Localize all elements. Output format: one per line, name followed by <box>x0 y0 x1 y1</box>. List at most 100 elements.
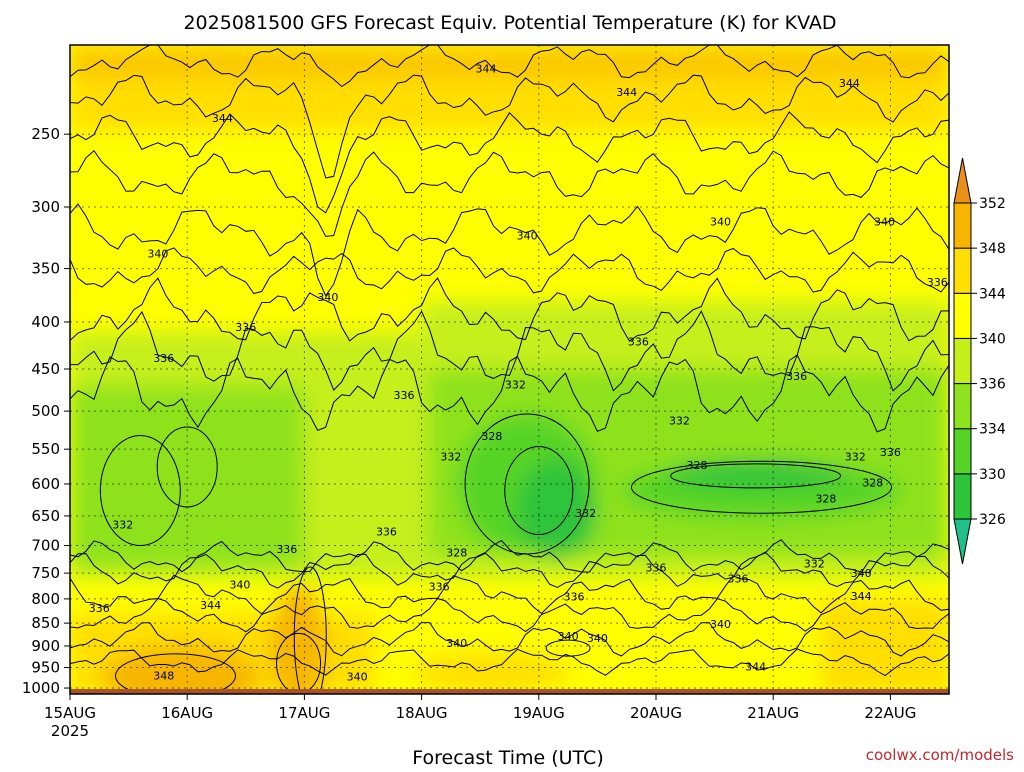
contour-line <box>70 203 949 297</box>
contour-label: 328 <box>815 492 836 505</box>
contour-label: 340 <box>446 637 467 650</box>
y-tick-label: 900 <box>31 637 60 655</box>
colorbar: 326 330 334 336 340 344 348 352 <box>953 157 1006 565</box>
contour-label: 332 <box>804 557 825 570</box>
contour-line <box>70 310 949 392</box>
contour-label: 336 <box>786 370 807 383</box>
contour-label: 332 <box>112 518 133 531</box>
contour-label: 340 <box>517 229 538 242</box>
contour-label: 340 <box>851 567 872 580</box>
contour-label: 332 <box>440 450 461 463</box>
y-tick-label: 700 <box>31 537 60 555</box>
field-region <box>820 598 949 694</box>
contour-loop <box>545 639 591 657</box>
contour-label: 336 <box>153 352 174 365</box>
colorbar-segment <box>953 247 972 294</box>
colorbar-min-arrow <box>953 518 972 565</box>
contour-label: 336 <box>235 321 256 334</box>
contour-label: 344 <box>200 599 221 612</box>
contour-label: 332 <box>845 450 866 463</box>
y-tick-label: 300 <box>31 198 60 216</box>
x-tick-label: 20AUG <box>630 704 682 722</box>
credit-text: coolwx.com/models <box>866 746 1014 764</box>
chart-title: 2025081500 GFS Forecast Equiv. Potential… <box>183 12 836 34</box>
field-region <box>665 459 846 488</box>
axes: 250 300 350 400 450 500 550 600 650 700 750 800 850 9… <box>22 44 950 740</box>
field-region <box>411 651 572 692</box>
contour-lines <box>70 45 949 694</box>
y-tick-label: 650 <box>31 507 60 525</box>
contour-label: 332 <box>669 415 690 428</box>
contour-label: 336 <box>646 562 667 575</box>
y-tick-label: 1000 <box>22 679 60 697</box>
colorbar-tick-label: 334 <box>979 422 1006 438</box>
contour-label: 336 <box>376 526 397 539</box>
contour-label: 344 <box>745 661 766 674</box>
contour-label: 336 <box>880 446 901 459</box>
y-tick-label: 400 <box>31 313 60 331</box>
contour-label: 336 <box>728 572 749 585</box>
y-tick-label: 550 <box>31 440 60 458</box>
contour-label: 332 <box>575 507 596 520</box>
contour-label: 336 <box>429 581 450 594</box>
x-tick-label: 18AUG <box>396 704 448 722</box>
colorbar-tick-label: 352 <box>979 196 1006 212</box>
contour-line <box>70 354 949 433</box>
contour-label: 336 <box>927 276 948 289</box>
contour-loop <box>114 653 236 694</box>
colorbar-segment <box>953 202 972 249</box>
x-tick-label: 19AUG <box>513 704 565 722</box>
y-tick-label: 350 <box>31 260 60 278</box>
contour-loop <box>504 446 574 536</box>
contour-line <box>70 149 949 237</box>
y-tick-label: 850 <box>31 614 60 632</box>
y-tick-label: 450 <box>31 360 60 378</box>
contour-line <box>70 247 949 295</box>
colorbar-tick-label: 330 <box>979 467 1006 483</box>
field-region <box>270 585 327 694</box>
contour-labels: 344 344 344 344 340 340 340 340 340 336 336 336 336 3… <box>89 62 948 683</box>
contour-label: 340 <box>874 215 895 228</box>
field-region <box>70 45 949 80</box>
contour-line <box>70 539 949 574</box>
colorbar-tick-label: 336 <box>979 377 1006 393</box>
contour-line <box>70 574 949 615</box>
field-region <box>101 645 262 694</box>
x-tick-label: 21AUG <box>747 704 799 722</box>
colorbar-max-arrow <box>953 157 972 204</box>
contour-label: 332 <box>505 379 526 392</box>
contour-label: 328 <box>687 459 708 472</box>
contour-line <box>70 622 949 657</box>
x-tick-label: 15AUG <box>44 704 96 722</box>
colorbar-segment <box>953 292 972 339</box>
y-tick-label: 600 <box>31 475 60 493</box>
contour-label: 348 <box>153 669 174 682</box>
colorbar-segment <box>953 473 972 520</box>
contour-label: 344 <box>839 77 860 90</box>
contour-label: 344 <box>616 86 637 99</box>
colorbar-tick-label: 326 <box>979 512 1006 528</box>
contour-label: 336 <box>563 590 584 603</box>
contour-label: 344 <box>212 112 233 125</box>
colorbar-tick-label: 348 <box>979 241 1006 257</box>
x-tick-label: 22AUG <box>864 704 916 722</box>
contour-line <box>70 45 949 88</box>
ground-layer <box>70 689 949 694</box>
contour-line <box>70 74 949 179</box>
contour-label: 336 <box>394 389 415 402</box>
y-tick-label: 750 <box>31 564 60 582</box>
contour-loop <box>670 463 842 489</box>
contour-label: 340 <box>587 632 608 645</box>
contour-line <box>70 551 949 589</box>
x-tick-label: 16AUG <box>161 704 213 722</box>
colorbar-tick-label: 340 <box>979 331 1006 347</box>
contour-label: 328 <box>446 546 467 559</box>
contour-label: 336 <box>89 602 110 615</box>
x-axis-label: Forecast Time (UTC) <box>412 747 603 768</box>
y-tick-label: 250 <box>31 125 60 143</box>
contour-line <box>70 277 949 342</box>
contour-label: 340 <box>317 291 338 304</box>
contour-label: 336 <box>276 543 297 556</box>
